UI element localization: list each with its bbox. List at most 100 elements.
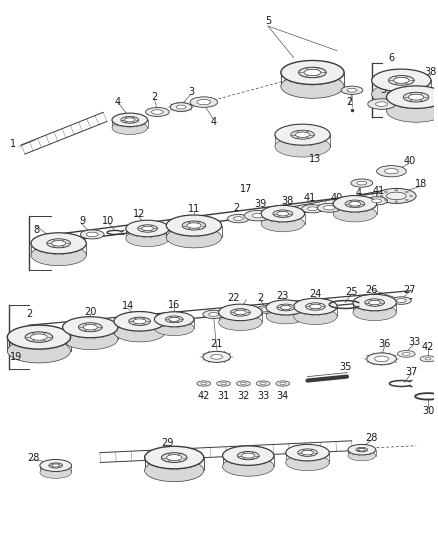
- Text: 38: 38: [425, 68, 437, 77]
- Text: 22: 22: [227, 293, 240, 303]
- Ellipse shape: [357, 181, 367, 185]
- Ellipse shape: [376, 102, 388, 106]
- Ellipse shape: [377, 166, 406, 177]
- Ellipse shape: [374, 356, 389, 361]
- Ellipse shape: [341, 86, 363, 94]
- Ellipse shape: [166, 215, 222, 236]
- Ellipse shape: [318, 203, 341, 212]
- Text: 39: 39: [380, 85, 392, 95]
- Text: 2: 2: [233, 203, 240, 213]
- Ellipse shape: [261, 205, 304, 222]
- Ellipse shape: [197, 381, 211, 386]
- Ellipse shape: [291, 130, 314, 139]
- Text: 21: 21: [211, 339, 223, 349]
- Ellipse shape: [161, 453, 187, 463]
- Text: 30: 30: [422, 406, 434, 416]
- Text: 41: 41: [304, 193, 316, 203]
- Ellipse shape: [129, 317, 151, 326]
- Ellipse shape: [112, 113, 148, 127]
- Text: 4: 4: [211, 117, 217, 127]
- Text: 2: 2: [26, 309, 32, 319]
- Ellipse shape: [366, 197, 388, 205]
- Ellipse shape: [209, 312, 219, 316]
- Ellipse shape: [155, 312, 194, 327]
- Ellipse shape: [201, 382, 207, 385]
- Text: 40: 40: [331, 193, 343, 203]
- Ellipse shape: [233, 217, 244, 221]
- Ellipse shape: [277, 212, 289, 216]
- Ellipse shape: [81, 230, 104, 239]
- Ellipse shape: [83, 325, 97, 330]
- Text: 5: 5: [265, 16, 271, 26]
- Ellipse shape: [405, 199, 408, 200]
- Text: 4: 4: [115, 97, 121, 107]
- Text: 27: 27: [403, 285, 416, 295]
- Ellipse shape: [126, 230, 169, 247]
- Ellipse shape: [347, 88, 357, 92]
- Ellipse shape: [425, 358, 431, 360]
- Text: 32: 32: [237, 391, 250, 401]
- Text: 42: 42: [198, 391, 210, 401]
- Ellipse shape: [302, 205, 323, 213]
- Ellipse shape: [152, 110, 163, 114]
- Ellipse shape: [410, 195, 413, 197]
- Ellipse shape: [405, 191, 408, 192]
- Ellipse shape: [281, 74, 344, 98]
- Ellipse shape: [237, 381, 250, 386]
- Ellipse shape: [302, 450, 314, 455]
- Text: 10: 10: [102, 215, 114, 225]
- Ellipse shape: [403, 92, 429, 102]
- Ellipse shape: [240, 382, 246, 385]
- Ellipse shape: [306, 303, 325, 310]
- Text: 35: 35: [339, 362, 351, 372]
- Ellipse shape: [408, 94, 424, 100]
- Ellipse shape: [395, 201, 398, 202]
- Ellipse shape: [25, 332, 53, 342]
- Ellipse shape: [389, 76, 414, 85]
- Ellipse shape: [394, 77, 409, 83]
- Text: 25: 25: [346, 287, 358, 297]
- Ellipse shape: [49, 463, 63, 468]
- Ellipse shape: [197, 100, 211, 104]
- Ellipse shape: [244, 211, 272, 221]
- Ellipse shape: [126, 220, 169, 237]
- Ellipse shape: [395, 190, 398, 191]
- Ellipse shape: [170, 103, 192, 111]
- Ellipse shape: [286, 454, 329, 471]
- Ellipse shape: [176, 105, 186, 109]
- Text: 12: 12: [134, 209, 146, 219]
- Ellipse shape: [353, 294, 396, 311]
- Ellipse shape: [114, 322, 165, 342]
- Ellipse shape: [252, 213, 264, 218]
- Ellipse shape: [52, 240, 66, 246]
- Text: 42: 42: [422, 342, 434, 352]
- Text: 17: 17: [240, 184, 252, 194]
- Ellipse shape: [261, 308, 271, 311]
- Ellipse shape: [237, 451, 259, 460]
- Ellipse shape: [299, 67, 326, 78]
- Text: 16: 16: [168, 300, 180, 310]
- Ellipse shape: [124, 118, 135, 122]
- Ellipse shape: [402, 352, 410, 356]
- Ellipse shape: [353, 304, 396, 321]
- Ellipse shape: [293, 308, 337, 325]
- Ellipse shape: [242, 453, 255, 458]
- Text: 36: 36: [378, 339, 391, 349]
- Ellipse shape: [63, 317, 118, 338]
- Ellipse shape: [296, 132, 310, 138]
- Ellipse shape: [420, 356, 436, 362]
- Ellipse shape: [219, 304, 262, 321]
- Text: 23: 23: [277, 290, 289, 301]
- Ellipse shape: [40, 459, 71, 472]
- Ellipse shape: [372, 199, 381, 203]
- Text: 40: 40: [403, 156, 415, 166]
- Text: 37: 37: [405, 367, 417, 377]
- Ellipse shape: [227, 214, 249, 223]
- Ellipse shape: [307, 207, 318, 211]
- Ellipse shape: [7, 325, 71, 349]
- Ellipse shape: [166, 455, 182, 461]
- Ellipse shape: [266, 300, 306, 315]
- Ellipse shape: [155, 321, 194, 336]
- Ellipse shape: [281, 60, 344, 84]
- Ellipse shape: [368, 99, 396, 109]
